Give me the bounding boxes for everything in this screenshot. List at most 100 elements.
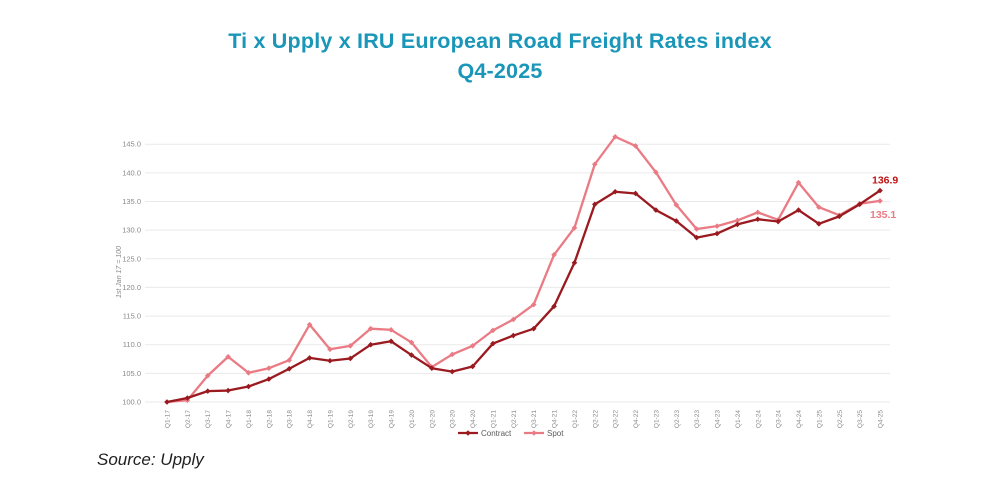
x-tick-label: Q4-22 [633, 410, 640, 428]
contract-marker [245, 383, 252, 390]
contract-marker [673, 218, 680, 224]
spot-marker [816, 204, 822, 211]
spot-marker [347, 343, 354, 349]
x-tick-label: Q2-24 [755, 410, 762, 428]
contract-marker [653, 207, 659, 213]
contract-marker [164, 399, 170, 405]
y-tick-label: 110.0 [123, 340, 141, 349]
x-tick-label: Q3-25 [857, 410, 864, 428]
spot-marker [612, 133, 618, 140]
x-tick-label: Q4-17 [226, 410, 233, 428]
x-tick-label: Q2-18 [266, 410, 273, 428]
spot-marker [795, 179, 802, 186]
spot-marker [225, 353, 231, 360]
x-tick-label: Q1-25 [816, 410, 823, 428]
contract-marker [530, 325, 537, 332]
contract-marker [510, 332, 517, 339]
x-tick-label: Q4-18 [307, 410, 314, 428]
spot-marker [571, 225, 578, 231]
x-tick-label: Q3-19 [368, 410, 375, 428]
contract-marker [429, 365, 435, 371]
spot-marker [592, 161, 598, 168]
x-tick-label: Q3-22 [613, 410, 620, 428]
spot-marker [286, 357, 293, 363]
spot-marker [510, 316, 517, 323]
x-tick-label: Q1-17 [165, 410, 172, 428]
x-tick-label: Q2-25 [837, 410, 844, 428]
contract-marker [592, 201, 598, 208]
y-tick-label: 120.0 [122, 283, 141, 292]
spot-marker [245, 369, 252, 376]
x-tick-label: Q3-23 [694, 410, 701, 428]
x-tick-label: Q3-17 [205, 410, 212, 428]
y-tick-label: 135.0 [122, 197, 141, 206]
contract-marker [204, 388, 211, 394]
y-tick-label: 125.0 [122, 254, 141, 263]
contract-marker [449, 368, 455, 375]
legend-contract-label: Contract [481, 429, 512, 438]
contract-marker [816, 221, 822, 227]
contract-marker [571, 259, 578, 266]
source-note: Source: Upply [97, 450, 204, 469]
x-tick-label: Q2-23 [674, 410, 681, 428]
contract-marker [754, 216, 761, 223]
spot-marker [714, 223, 720, 229]
spot-marker [673, 202, 680, 208]
contract-marker [836, 213, 843, 220]
contract-marker [225, 387, 231, 394]
contract-line [166, 189, 881, 404]
spot-marker [490, 327, 496, 334]
x-tick-label: Q2-21 [511, 410, 518, 428]
contract-marker [347, 355, 354, 362]
spot-marker [734, 217, 741, 224]
x-tick-label: Q2-22 [592, 410, 599, 428]
spot-marker [266, 365, 272, 371]
x-tick-label: Q4-21 [552, 410, 559, 428]
spot-marker [327, 346, 333, 353]
contract-end-label: 136.9 [872, 175, 898, 187]
spot-marker [551, 251, 557, 258]
legend-contract-marker [465, 430, 471, 436]
x-tick-label: Q2-17 [185, 410, 192, 428]
x-tick-label: Q1-24 [735, 410, 742, 428]
contract-marker [714, 230, 720, 237]
contract-marker [632, 190, 639, 197]
spot-marker [449, 351, 455, 358]
x-tick-label: Q3-21 [531, 410, 538, 428]
contract-marker [775, 218, 781, 225]
contract-marker [327, 357, 333, 364]
contract-marker [184, 395, 191, 401]
spot-marker [653, 169, 659, 176]
x-tick-label: Q1-21 [490, 410, 497, 428]
x-tick-label: Q1-20 [409, 410, 416, 428]
chart-title-block: Ti x Upply x IRU European Road Freight R… [0, 26, 1000, 86]
spot-marker [367, 325, 374, 332]
contract-marker [551, 303, 557, 310]
contract-marker [266, 376, 272, 382]
y-tick-label: 115.0 [123, 312, 141, 321]
legend-spot-marker [531, 430, 537, 436]
contract-marker [408, 352, 415, 358]
spot-end-label: 135.1 [870, 209, 896, 221]
contract-marker [734, 221, 741, 228]
spot-marker [754, 209, 761, 216]
x-tick-label: Q3-18 [287, 410, 294, 428]
spot-marker [877, 198, 883, 204]
contract-marker [612, 188, 618, 195]
contract-marker [469, 363, 476, 370]
y-tick-label: 130.0 [122, 226, 141, 235]
spot-line [166, 135, 881, 404]
x-tick-label: Q1-22 [572, 410, 579, 428]
contract-marker [856, 201, 863, 208]
chart-subtitle: Q4-2025 [457, 59, 543, 83]
y-tick-label: 100.0 [122, 398, 141, 407]
x-tick-label: Q4-20 [470, 410, 477, 428]
spot-marker [693, 226, 700, 232]
contract-marker [286, 365, 293, 372]
spot-marker [469, 343, 476, 349]
chart-title: Ti x Upply x IRU European Road Freight R… [228, 29, 772, 53]
spot-marker [204, 372, 211, 379]
spot-marker [408, 339, 415, 346]
y-tick-label: 105.0 [122, 369, 141, 378]
